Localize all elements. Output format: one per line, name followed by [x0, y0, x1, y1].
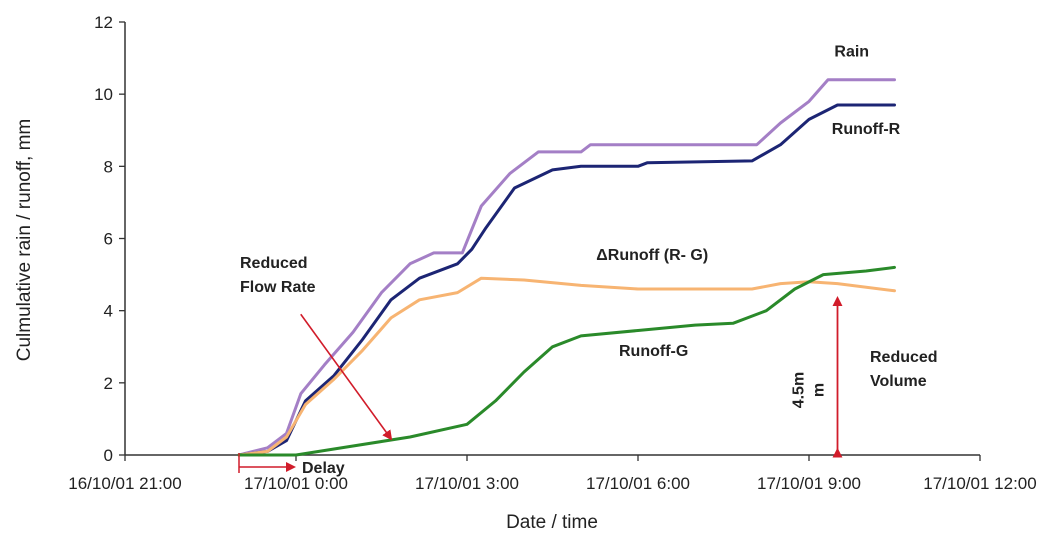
- series-label-runoff-g: Runoff-G: [619, 343, 688, 360]
- series-label-rain: Rain: [834, 43, 869, 60]
- y-tick-label: 10: [94, 85, 113, 104]
- x-tick-label: 16/10/01 21:00: [68, 474, 181, 493]
- series-line-runoff-r-g: [237, 276, 896, 457]
- axes: [124, 22, 980, 456]
- series-line-rain: [237, 78, 896, 457]
- series-label-runoff-r-g: ΔRunoff (R- G): [596, 247, 708, 264]
- y-tick-label: 4: [104, 302, 113, 321]
- y-tick-label: 6: [104, 230, 113, 249]
- y-axis-title: Culmulative rain / runoff, mm: [14, 119, 35, 362]
- x-axis-title: Date / time: [506, 512, 598, 533]
- series-labels: Rain Runoff-R ΔRunoff (R- G) Runoff-G: [596, 43, 900, 359]
- ticks: 0 2 4 6 8 10 12 16/10/01 21:00 17/10/01 0:00 17/1…: [68, 13, 1036, 493]
- series-line-runoff-r: [237, 103, 896, 457]
- x-tick-label: 17/10/01 9:00: [757, 474, 861, 493]
- y-tick-label: 12: [94, 13, 113, 32]
- series-line-runoff-g: [237, 265, 896, 457]
- x-tick-label: 17/10/01 0:00: [244, 474, 348, 493]
- reduced-flow-rate-label: Reduced Flow Rate: [240, 255, 316, 296]
- series-label-runoff-r: Runoff-R: [832, 121, 901, 138]
- reduced-flow-rate-arrow: [300, 313, 393, 441]
- y-tick-label: 0: [104, 446, 113, 465]
- x-tick-label: 17/10/01 6:00: [586, 474, 690, 493]
- x-tick-label: 17/10/01 12:00: [923, 474, 1036, 493]
- volume-value-label: 4.5m m: [791, 372, 828, 408]
- annotations: Reduced Flow Rate Reduced Volume 4.5m m Delay: [238, 255, 938, 477]
- reduced-volume-label: Reduced Volume: [870, 349, 938, 390]
- y-tick-label: 8: [104, 157, 113, 176]
- x-tick-label: 17/10/01 3:00: [415, 474, 519, 493]
- y-tick-label: 2: [104, 374, 113, 393]
- delay-label: Delay: [302, 460, 345, 477]
